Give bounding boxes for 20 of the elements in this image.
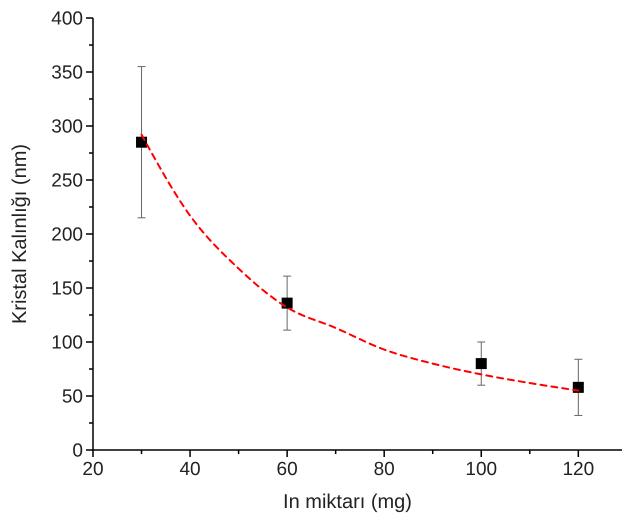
y-tick-label: 50 bbox=[62, 386, 83, 408]
y-tick-label: 400 bbox=[51, 8, 83, 30]
y-tick-label: 0 bbox=[72, 440, 83, 462]
y-tick-label: 150 bbox=[51, 278, 83, 300]
y-tick-label: 250 bbox=[51, 170, 83, 192]
y-axis-title: Kristal Kalınlığı (nm) bbox=[9, 144, 31, 324]
point bbox=[282, 298, 293, 309]
x-axis-title: In miktarı (mg) bbox=[283, 491, 412, 513]
x-tick-label: 40 bbox=[179, 459, 201, 480]
point bbox=[136, 136, 148, 148]
x-tick-label: 60 bbox=[276, 459, 298, 480]
x-tick-label: 80 bbox=[374, 459, 395, 480]
x-tick-label: 20 bbox=[82, 459, 104, 480]
y-tick-label: 300 bbox=[51, 116, 83, 138]
y-tick-label: 350 bbox=[51, 62, 83, 84]
y-tick-label: 100 bbox=[51, 332, 83, 354]
x-tick-label: 100 bbox=[465, 459, 498, 480]
y-tick-label: 200 bbox=[51, 224, 83, 246]
point bbox=[476, 358, 487, 370]
x-tick-label: 120 bbox=[562, 459, 594, 480]
